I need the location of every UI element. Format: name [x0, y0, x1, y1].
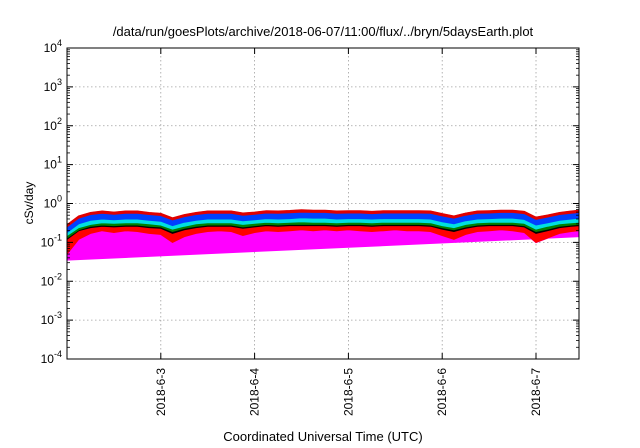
y-tick-label: 10-2	[41, 271, 62, 288]
y-tick-label: 10-1	[41, 232, 62, 249]
series-areas	[66, 209, 580, 261]
x-tick-label: 2018-6-6	[435, 368, 449, 416]
series-line-7	[66, 209, 580, 226]
y-tick-label: 10-4	[41, 349, 62, 366]
x-tick-label: 2018-6-4	[248, 368, 262, 416]
chart-title: /data/run/goesPlots/archive/2018-06-07/1…	[113, 24, 534, 39]
y-tick-label: 104	[44, 38, 62, 55]
y-tick-label: 100	[44, 194, 62, 211]
y-axis-label: cSv/day	[22, 182, 36, 225]
y-tick-label: 101	[44, 155, 62, 172]
x-axis-label: Coordinated Universal Time (UTC)	[223, 429, 422, 444]
x-tick-label: 2018-6-3	[154, 368, 168, 416]
y-tick-label: 10-3	[41, 310, 62, 327]
y-tick-label: 103	[44, 77, 62, 94]
x-tick-label: 2018-6-7	[529, 368, 543, 416]
y-tick-label: 102	[44, 116, 62, 133]
axes: 10-4 10-3 10-2 10-1 100 101 102 103 104 2018-6-3 2…	[41, 38, 579, 416]
x-tick-label: 2018-6-5	[341, 368, 355, 416]
